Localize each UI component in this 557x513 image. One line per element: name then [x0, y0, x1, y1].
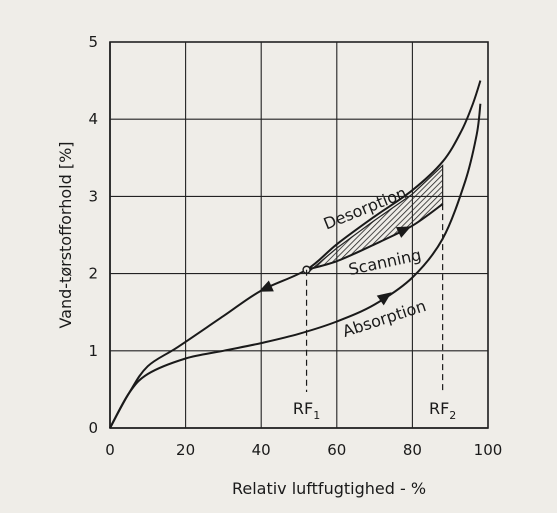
plot-frame	[109, 41, 489, 429]
scanning-arrow	[395, 226, 412, 238]
y-tick-label-3: 3	[88, 187, 98, 205]
series-line-desorption	[109, 80, 482, 429]
y-tick-label-1: 1	[88, 342, 98, 360]
absorption-arrow	[376, 292, 392, 306]
x-tick-label-40: 40	[252, 441, 271, 459]
tick-labels: 0 20 40 60 80 100 0 1 2 3 4 5	[88, 33, 502, 459]
y-axis-title: Vand-tørstofforhold [%]	[56, 141, 75, 328]
x-tick-label-20: 20	[176, 441, 195, 459]
rf2-label: RF2	[429, 399, 456, 422]
grid	[109, 41, 489, 429]
series-line-scanning	[306, 203, 444, 271]
x-tick-label-60: 60	[327, 441, 346, 459]
y-tick-label-2: 2	[88, 265, 98, 283]
rf1-label: RF1	[293, 399, 320, 422]
series-layer	[109, 80, 482, 429]
desorption-arrow	[258, 280, 274, 292]
x-axis-title: Relativ luftfugtighed - %	[232, 479, 426, 498]
y-tick-label-4: 4	[88, 110, 98, 128]
x-tick-label-80: 80	[403, 441, 422, 459]
y-tick-label-0: 0	[88, 419, 98, 437]
x-tick-label-100: 100	[474, 441, 503, 459]
x-tick-label-0: 0	[105, 441, 115, 459]
y-tick-label-5: 5	[88, 33, 98, 51]
series-line-absorption	[109, 103, 482, 429]
